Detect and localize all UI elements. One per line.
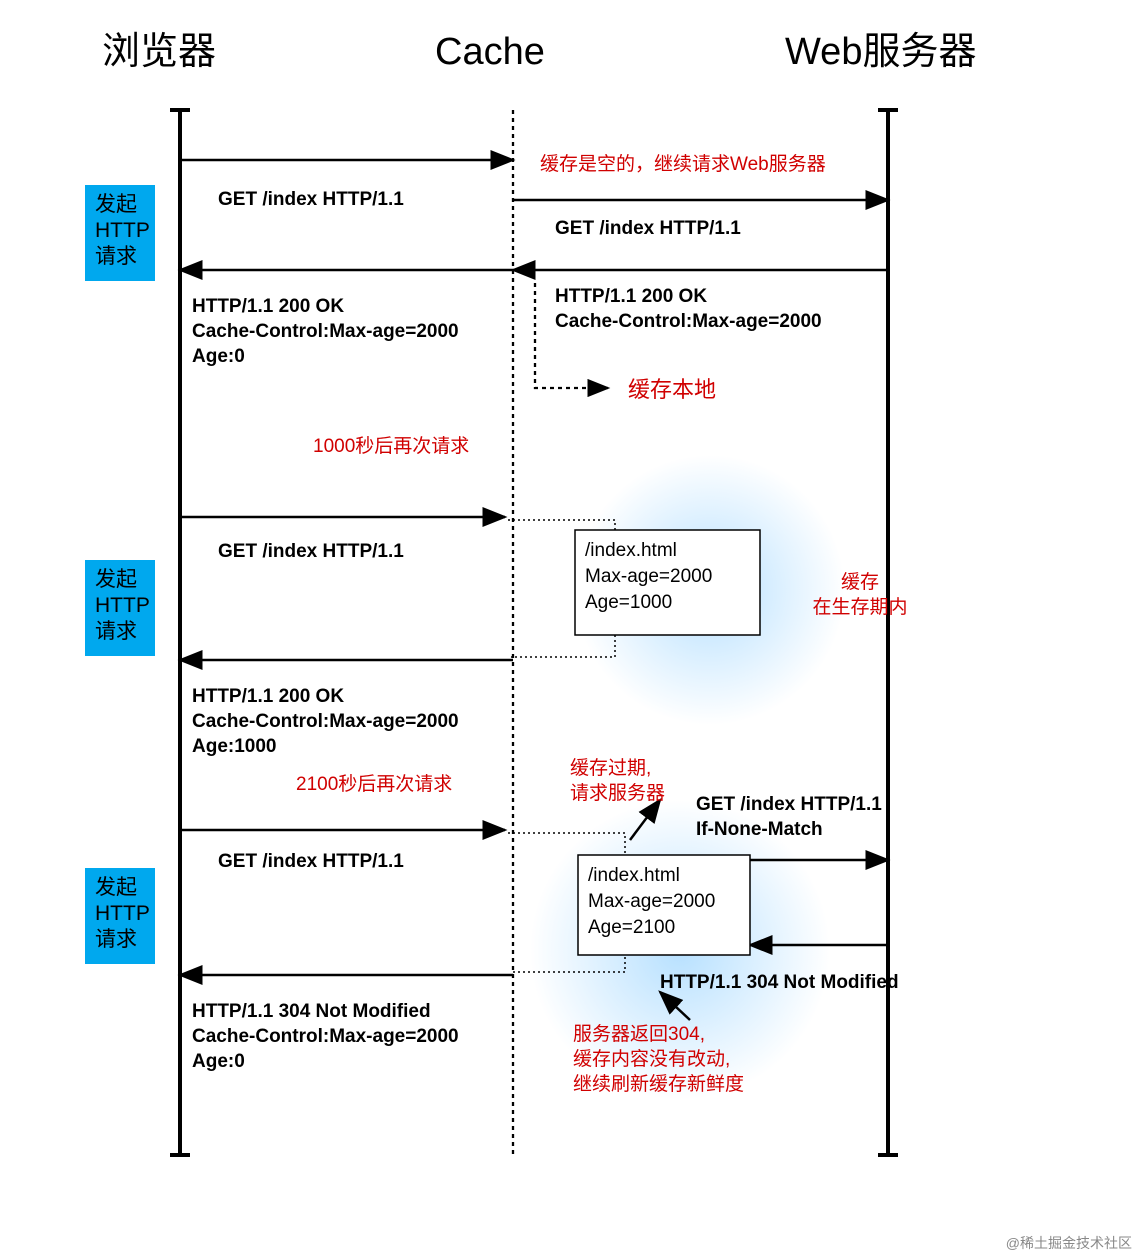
red-note-3-0: 缓存 (841, 571, 879, 593)
red-note-4-0: 2100秒后再次请求 (296, 773, 452, 795)
svg-text:If-None-Match: If-None-Match (696, 819, 823, 840)
svg-text:HTTP/1.1 304 Not Modified: HTTP/1.1 304 Not Modified (660, 972, 899, 993)
svg-text:HTTP/1.1 304 Not Modified: HTTP/1.1 304 Not Modified (192, 1001, 431, 1022)
svg-text:Age:0: Age:0 (192, 1051, 245, 1072)
svg-text:/index.html: /index.html (585, 540, 677, 561)
svg-text:HTTP: HTTP (95, 594, 150, 617)
svg-text:请求: 请求 (95, 245, 137, 268)
svg-text:Cache-Control:Max-age=2000: Cache-Control:Max-age=2000 (192, 711, 459, 732)
svg-text:Cache-Control:Max-age=2000: Cache-Control:Max-age=2000 (192, 321, 459, 342)
svg-text:Age=2100: Age=2100 (588, 917, 675, 938)
svg-text:HTTP: HTTP (95, 219, 150, 242)
arrow-label-6: GET /index HTTP/1.1 (218, 851, 404, 872)
svg-text:请求: 请求 (95, 620, 137, 643)
svg-text:HTTP/1.1 200 OK: HTTP/1.1 200 OK (192, 686, 344, 707)
svg-text:Age=1000: Age=1000 (585, 592, 672, 613)
red-note-6-2: 继续刷新缓存新鲜度 (573, 1073, 744, 1095)
svg-text:Age:0: Age:0 (192, 346, 245, 367)
svg-text:发起: 发起 (95, 568, 137, 591)
red-note-1-0: 缓存本地 (628, 377, 716, 402)
red-note-6-1: 缓存内容没有改动, (573, 1048, 730, 1070)
red-note-0-0: 缓存是空的，继续请求Web服务器 (540, 153, 826, 175)
watermark: @稀土掘金技术社区 (1006, 1235, 1132, 1251)
red-note-3-1: 在生存期内 (812, 596, 907, 618)
svg-text:发起: 发起 (95, 876, 137, 899)
svg-text:Max-age=2000: Max-age=2000 (588, 891, 715, 912)
red-note-2-0: 1000秒后再次请求 (313, 435, 469, 457)
svg-text:HTTP: HTTP (95, 902, 150, 925)
header-cache: Cache (435, 31, 545, 73)
svg-text:Cache-Control:Max-age=2000: Cache-Control:Max-age=2000 (192, 1026, 459, 1047)
arrow-label-1: GET /index HTTP/1.1 (555, 218, 741, 239)
svg-text:GET /index HTTP/1.1: GET /index HTTP/1.1 (696, 794, 882, 815)
red-note-5-1: 请求服务器 (570, 782, 665, 804)
header-browser: 浏览器 (102, 31, 216, 73)
red-note-5-0: 缓存过期, (570, 757, 651, 779)
svg-text:HTTP/1.1 200 OK: HTTP/1.1 200 OK (555, 286, 707, 307)
arrow-label-0: GET /index HTTP/1.1 (218, 189, 404, 210)
header-server: Web服务器 (785, 31, 976, 73)
svg-text:Cache-Control:Max-age=2000: Cache-Control:Max-age=2000 (555, 311, 822, 332)
sequence-diagram: 浏览器CacheWeb服务器发起HTTP请求发起HTTP请求发起HTTP请求GE… (0, 0, 1142, 1258)
svg-text:Max-age=2000: Max-age=2000 (585, 566, 712, 587)
svg-text:HTTP/1.1 200 OK: HTTP/1.1 200 OK (192, 296, 344, 317)
svg-text:请求: 请求 (95, 928, 137, 951)
svg-text:Age:1000: Age:1000 (192, 736, 277, 757)
red-note-6-0: 服务器返回304, (573, 1023, 705, 1045)
canvas-bg (0, 0, 1142, 1258)
svg-text:发起: 发起 (95, 193, 137, 216)
arrow-label-4: GET /index HTTP/1.1 (218, 541, 404, 562)
svg-text:/index.html: /index.html (588, 865, 680, 886)
